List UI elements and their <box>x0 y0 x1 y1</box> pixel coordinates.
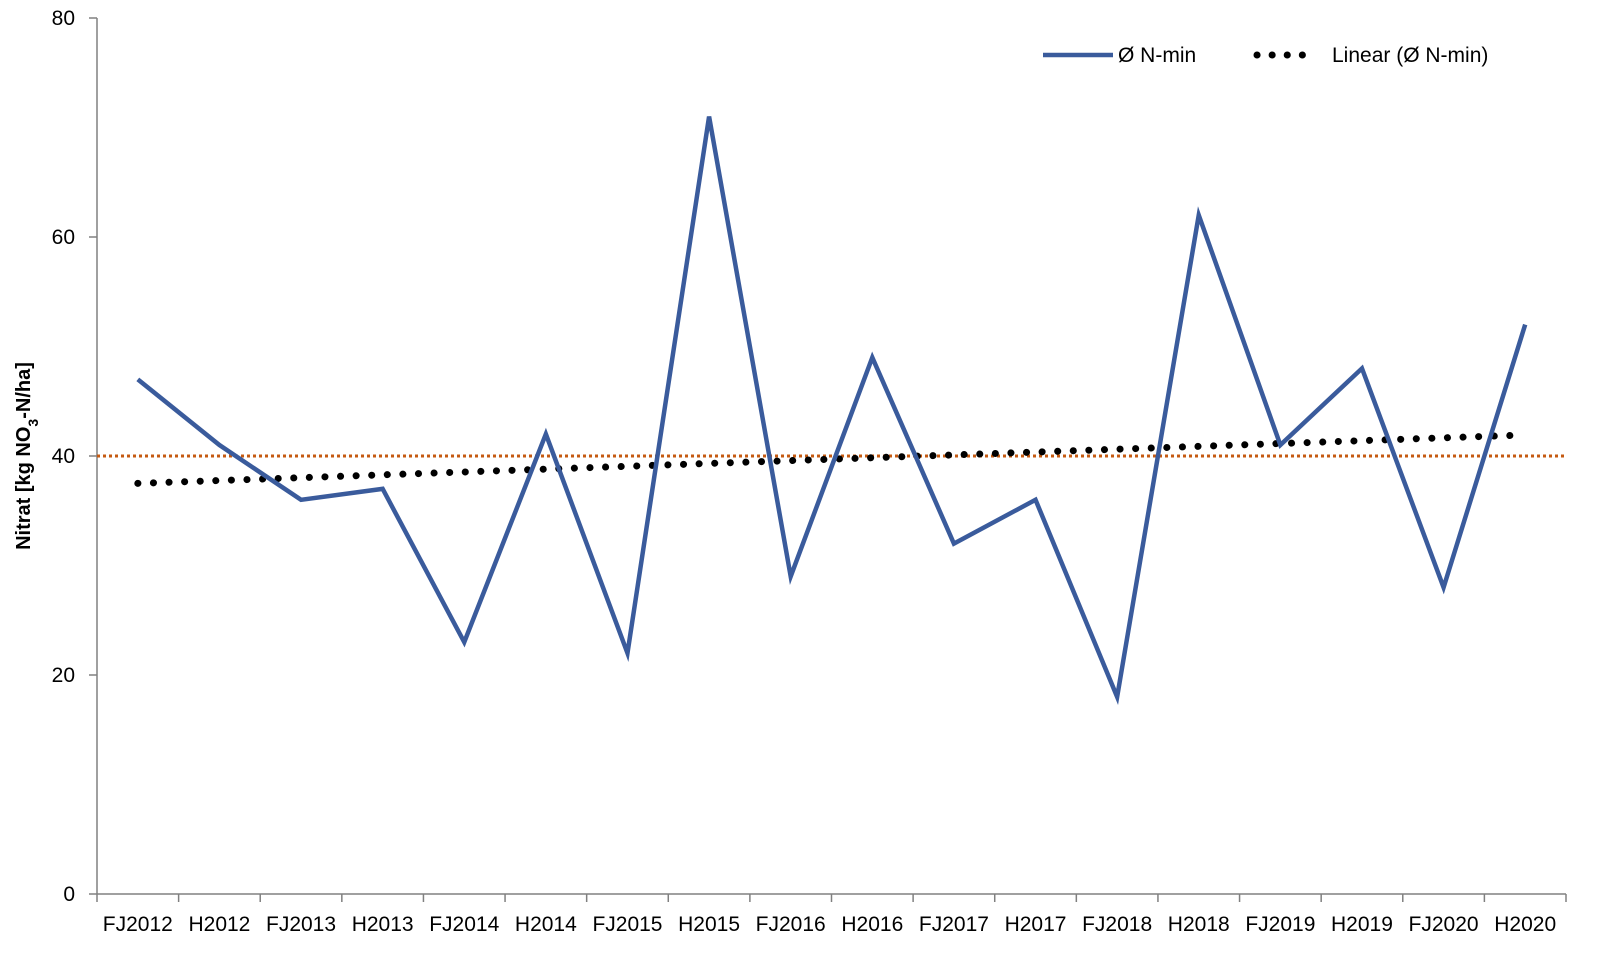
x-tick-label: H2017 <box>1005 913 1067 936</box>
y-tick-label: 20 <box>52 664 75 687</box>
y-tick-label: 60 <box>52 226 75 249</box>
x-tick-label: FJ2015 <box>592 913 662 936</box>
y-axis-label-suffix: -N/ha] <box>13 362 35 419</box>
x-tick-label: H2020 <box>1494 913 1556 936</box>
x-tick-label: H2012 <box>188 913 250 936</box>
legend: Ø N-min Linear (Ø N-min) <box>1043 44 1488 67</box>
x-tick-label: FJ2013 <box>266 913 336 936</box>
x-tick-label: FJ2019 <box>1245 913 1315 936</box>
legend-label-trend: Linear (Ø N-min) <box>1332 44 1488 67</box>
y-tick-label: 0 <box>63 883 75 906</box>
x-tick-label: H2016 <box>841 913 903 936</box>
x-tick-label: H2013 <box>352 913 414 936</box>
series-trend-line <box>134 431 1529 487</box>
x-tick-label: FJ2016 <box>756 913 826 936</box>
x-tick-label: FJ2017 <box>919 913 989 936</box>
x-tick-label: H2014 <box>515 913 577 936</box>
series-n-min-line <box>136 116 1528 705</box>
x-tick-label: FJ2018 <box>1082 913 1152 936</box>
y-tick-label: 40 <box>52 445 75 468</box>
y-axis-label-subscript: 3 <box>25 419 41 427</box>
axes: 0 20 40 60 80 FJ2012 H2012 FJ2013 H2013 FJ2014 H2… <box>52 7 1567 936</box>
y-axis-label: Nitrat [kg NO3-N/ha] <box>13 362 41 550</box>
y-ticks: 0 20 40 60 80 <box>52 7 97 906</box>
y-axis-label-prefix: Nitrat [kg NO <box>13 427 35 550</box>
x-tick-label: H2018 <box>1168 913 1230 936</box>
x-tick-label: FJ2020 <box>1409 913 1479 936</box>
x-tick-label: H2019 <box>1331 913 1393 936</box>
x-ticks: FJ2012 H2012 FJ2013 H2013 FJ2014 H2014 FJ2015 H… <box>96 894 1567 936</box>
y-tick-label: 80 <box>52 7 75 30</box>
legend-label-n-min: Ø N-min <box>1118 44 1196 67</box>
x-tick-label: FJ2012 <box>103 913 173 936</box>
x-tick-label: H2015 <box>678 913 740 936</box>
x-tick-label: FJ2014 <box>429 913 499 936</box>
